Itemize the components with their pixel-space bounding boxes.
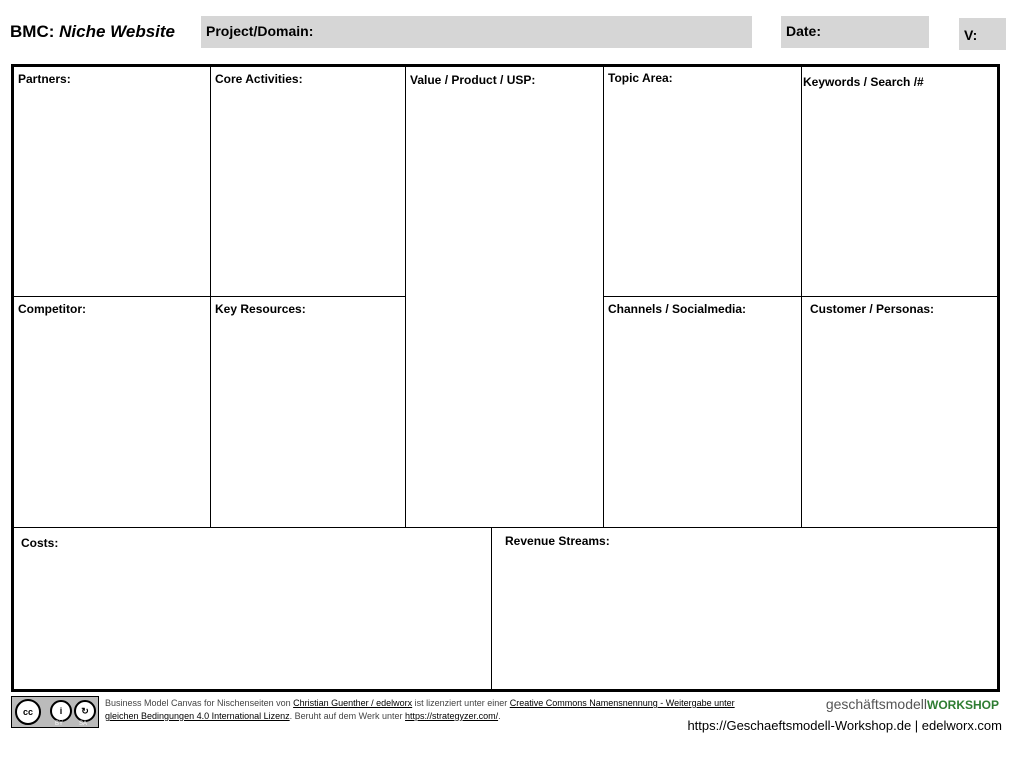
date-field[interactable]: Date:: [781, 16, 929, 48]
brand-logo: geschäftsmodellWORKSHOP: [825, 696, 999, 712]
cell-partners[interactable]: Partners:: [11, 64, 211, 297]
cell-competitor[interactable]: Competitor:: [11, 296, 211, 528]
cell-customer[interactable]: Customer / Personas:: [801, 296, 1000, 528]
license-link[interactable]: Creative Commons Namensnennung - Weiterg…: [105, 698, 735, 721]
project-domain-field[interactable]: Project/Domain:: [201, 16, 752, 48]
cc-icon: cc: [15, 699, 41, 725]
license-text: Business Model Canvas for Nischenseiten …: [105, 698, 735, 721]
cell-channels[interactable]: Channels / Socialmedia:: [603, 296, 802, 528]
sa-icon: ↻: [74, 700, 96, 722]
cell-revenue-streams[interactable]: Revenue Streams:: [491, 527, 1000, 692]
cell-key-resources[interactable]: Key Resources:: [210, 296, 406, 528]
page-title: BMC: Niche Website: [10, 22, 176, 41]
cell-core-activities[interactable]: Core Activities:: [210, 64, 406, 297]
website-url[interactable]: https://Geschaeftsmodell-Workshop.de | e…: [687, 718, 1002, 733]
cell-costs[interactable]: Costs:: [11, 527, 492, 692]
by-icon: i: [50, 700, 72, 722]
cell-keywords[interactable]: Keywords / Search /#: [801, 64, 1000, 297]
cc-license-badge[interactable]: cc i ↻ BY SA: [11, 696, 99, 728]
cell-value[interactable]: Value / Product / USP:: [405, 64, 604, 528]
author-link[interactable]: Christian Guenther / edelworx: [293, 698, 413, 708]
version-field[interactable]: V:: [959, 18, 1006, 50]
cell-topic-area[interactable]: Topic Area:: [603, 64, 802, 297]
strategyzer-link[interactable]: https://strategyzer.com/: [405, 711, 499, 721]
